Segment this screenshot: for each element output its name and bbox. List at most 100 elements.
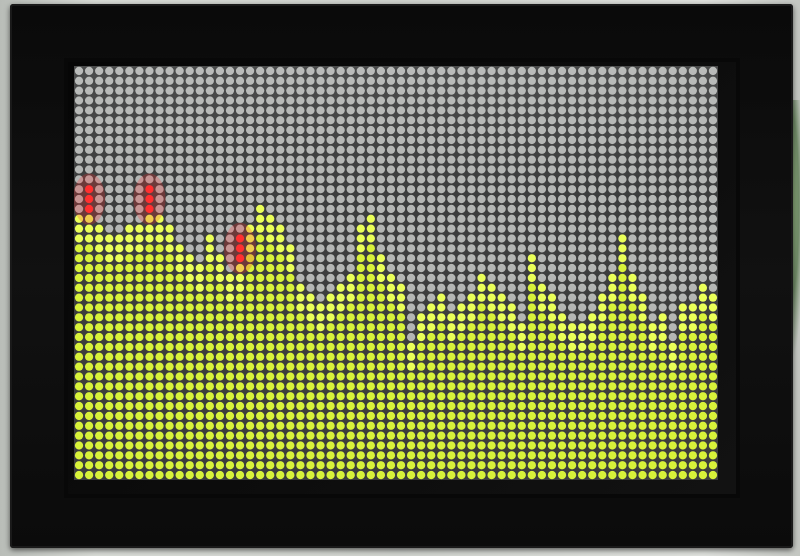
led-unlit — [125, 106, 134, 115]
led-lit — [346, 283, 355, 292]
led-lit — [195, 283, 204, 292]
led-unlit — [336, 194, 345, 204]
led-unlit — [557, 244, 567, 253]
led-unlit — [296, 155, 305, 164]
led-lit — [316, 332, 325, 342]
led-unlit — [205, 106, 214, 115]
led-unlit — [588, 303, 597, 312]
led-lit — [266, 362, 275, 371]
led-unlit — [557, 96, 567, 105]
led-unlit — [638, 175, 647, 184]
led-unlit — [406, 332, 416, 342]
led-unlit — [588, 204, 597, 214]
led-unlit — [386, 66, 396, 76]
led-unlit — [175, 185, 184, 194]
led-lit — [155, 293, 164, 302]
led-unlit — [437, 86, 446, 95]
led-unlit — [598, 116, 607, 125]
led-unlit — [386, 204, 396, 214]
led-unlit — [235, 125, 245, 135]
led-lit — [628, 411, 637, 421]
led-unlit — [95, 145, 104, 154]
led-lit — [557, 431, 567, 440]
led-unlit — [215, 185, 225, 194]
led-lit — [84, 273, 94, 283]
led-lit — [235, 293, 245, 302]
led-lit — [356, 372, 365, 381]
led-lit — [708, 323, 718, 332]
led-unlit — [708, 244, 718, 253]
led-lit — [155, 313, 164, 322]
led-unlit — [708, 165, 718, 174]
led-unlit — [487, 66, 496, 76]
led-lit — [497, 392, 506, 401]
led-lit — [256, 244, 265, 253]
led-lit — [628, 431, 637, 440]
led-unlit — [296, 106, 305, 115]
led-unlit — [135, 135, 144, 145]
led-unlit — [316, 155, 325, 164]
led-unlit — [557, 66, 567, 76]
led-unlit — [155, 185, 164, 194]
led-unlit — [457, 224, 466, 233]
led-unlit — [668, 185, 677, 194]
led-unlit — [175, 214, 184, 223]
led-unlit — [336, 214, 345, 223]
led-unlit — [437, 116, 446, 125]
led-lit — [447, 470, 456, 480]
led-lit — [145, 332, 154, 342]
led-unlit — [678, 106, 687, 115]
led-unlit — [195, 96, 204, 105]
led-lit — [296, 323, 305, 332]
led-lit — [286, 421, 295, 430]
led-lit — [497, 293, 506, 302]
led-unlit — [618, 125, 627, 135]
led-unlit — [477, 66, 486, 76]
led-unlit — [306, 175, 315, 184]
led-unlit — [457, 273, 466, 283]
led-unlit — [376, 66, 386, 76]
led-lit — [266, 441, 275, 450]
led-lit — [487, 303, 496, 312]
led-unlit — [155, 116, 164, 125]
led-unlit — [477, 165, 486, 174]
led-unlit — [487, 204, 496, 214]
led-lit — [628, 451, 637, 460]
led-unlit — [105, 165, 114, 174]
led-unlit — [578, 204, 587, 214]
led-lit — [225, 352, 235, 361]
led-lit — [155, 372, 164, 381]
led-unlit — [417, 303, 426, 312]
led-lit — [165, 283, 174, 292]
led-lit — [618, 293, 627, 302]
led-unlit — [326, 204, 335, 214]
led-unlit — [74, 145, 84, 154]
led-lit — [356, 224, 365, 233]
led-unlit — [698, 214, 708, 223]
led-unlit — [276, 66, 285, 76]
led-unlit — [578, 273, 587, 283]
led-lit — [477, 372, 486, 381]
led-lit — [567, 431, 577, 440]
led-lit — [175, 401, 184, 411]
led-lit — [708, 332, 718, 342]
led-unlit — [296, 254, 305, 263]
led-lit — [326, 323, 335, 332]
led-lit — [256, 362, 265, 371]
led-unlit — [175, 234, 184, 243]
led-lit — [145, 263, 154, 273]
led-lit — [125, 283, 134, 292]
led-unlit — [638, 125, 647, 135]
led-unlit — [427, 204, 436, 214]
led-unlit — [316, 224, 325, 233]
led-lit — [306, 372, 315, 381]
led-unlit — [477, 106, 486, 115]
led-unlit — [608, 125, 617, 135]
led-lit — [225, 411, 235, 421]
led-lit — [245, 313, 255, 322]
led-unlit — [417, 254, 426, 263]
led-unlit — [105, 224, 114, 233]
led-lit — [658, 401, 667, 411]
led-lit — [74, 342, 84, 352]
led-unlit — [598, 145, 607, 154]
